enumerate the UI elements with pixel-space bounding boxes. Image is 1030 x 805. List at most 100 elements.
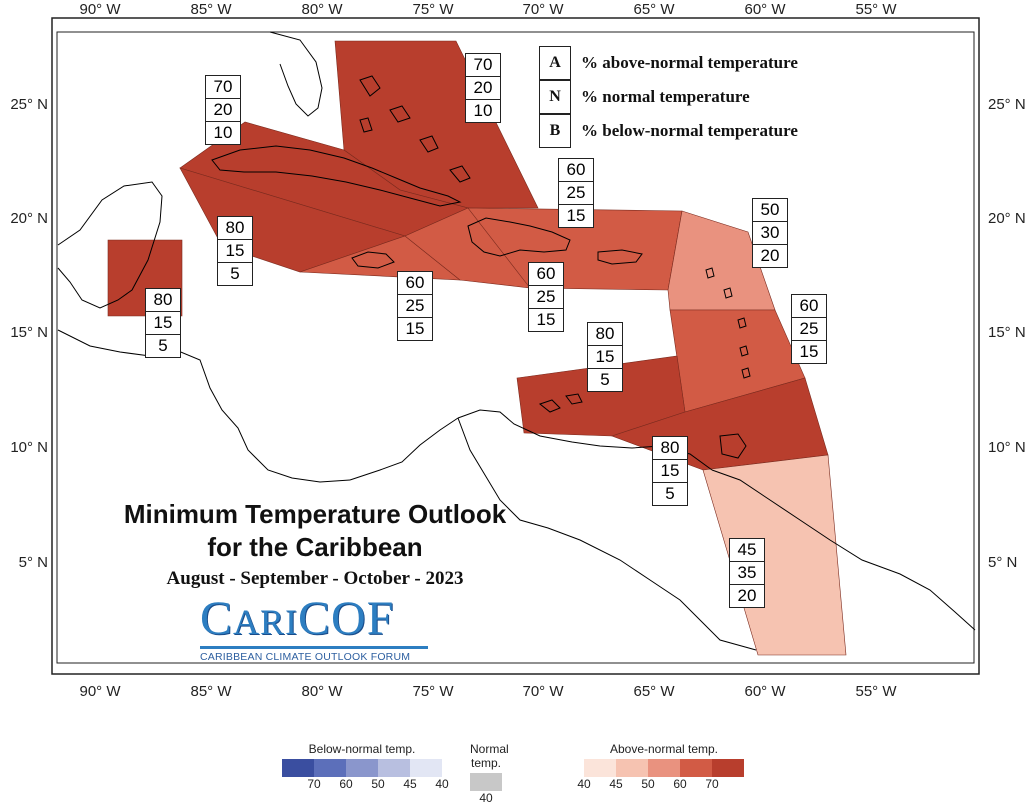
map-subtitle: for the Caribbean bbox=[207, 532, 423, 562]
guianas-coast bbox=[711, 469, 976, 631]
tick-label: 10° N bbox=[988, 439, 1026, 456]
category-key: A % above-normal temperature N % normal … bbox=[539, 46, 798, 148]
prob-above: 60 bbox=[398, 272, 432, 295]
legend-tick: 70 bbox=[307, 777, 321, 791]
prob-below: 15 bbox=[405, 319, 425, 338]
legend-above: Above-normal temp. 40 45 50 60 70 bbox=[577, 742, 744, 791]
forecast-period: August - September - October - 2023 bbox=[166, 568, 464, 589]
key-row-normal: N % normal temperature bbox=[539, 80, 798, 114]
tick-label: 15° N bbox=[10, 324, 48, 341]
prob-above: 60 bbox=[529, 263, 563, 286]
prob-above: 80 bbox=[588, 323, 622, 346]
logo-wordmark: CARICOF bbox=[200, 592, 395, 645]
legend-above-swatches bbox=[584, 759, 744, 777]
prob-below: 15 bbox=[566, 206, 586, 225]
legend-below-ticks: 70 60 50 45 40 bbox=[282, 777, 448, 791]
legend-normal-ticks: 40 bbox=[470, 791, 502, 805]
legend-tick: 70 bbox=[705, 777, 719, 791]
tick-label: 65° W bbox=[633, 683, 675, 700]
legend-tick: 40 bbox=[479, 791, 493, 805]
prob-above: 80 bbox=[146, 289, 180, 312]
logo-subtitle: CARIBBEAN CLIMATE OUTLOOK FORUM bbox=[200, 651, 411, 663]
tick-label: 25° N bbox=[988, 96, 1026, 113]
key-row-above: A % above-normal temperature bbox=[539, 46, 798, 80]
prob-box-hispaniola-south: 60 25 15 bbox=[528, 262, 564, 332]
tick-label: 65° W bbox=[633, 1, 675, 18]
tick-label: 10° N bbox=[10, 439, 48, 456]
legend-swatch bbox=[378, 759, 410, 777]
prob-box-bahamas: 70 20 10 bbox=[465, 53, 501, 123]
legend-tick: 50 bbox=[641, 777, 655, 791]
logo-underline bbox=[200, 646, 428, 649]
legend-swatch bbox=[410, 759, 442, 777]
key-text: % above-normal temperature bbox=[581, 53, 798, 72]
prob-box-guianas: 45 35 20 bbox=[729, 538, 765, 608]
prob-below: 20 bbox=[737, 586, 757, 605]
prob-above: 50 bbox=[753, 199, 787, 222]
prob-box-greater-antilles-east: 60 25 15 bbox=[558, 158, 594, 228]
lon-ticks-bottom: 90° W 85° W 80° W 75° W 70° W 65° W 60° W 55° W bbox=[79, 683, 897, 700]
legend-below-title: Below-normal temp. bbox=[308, 742, 416, 756]
prob-below: 5 bbox=[665, 484, 675, 503]
prob-above: 80 bbox=[218, 217, 252, 240]
florida-coast bbox=[269, 31, 323, 117]
key-row-below: B % below-normal temperature bbox=[539, 114, 798, 148]
prob-above: 60 bbox=[559, 159, 593, 182]
tick-label: 20° N bbox=[988, 210, 1026, 227]
legend-above-title: Above-normal temp. bbox=[609, 742, 719, 756]
legend-tick: 45 bbox=[403, 777, 417, 791]
tick-label: 60° W bbox=[744, 1, 786, 18]
prob-normal: 15 bbox=[653, 460, 687, 483]
tick-label: 60° W bbox=[744, 683, 786, 700]
tick-label: 15° N bbox=[988, 324, 1026, 341]
prob-below: 5 bbox=[230, 264, 240, 283]
colombia-inland bbox=[457, 417, 757, 651]
legend-swatch bbox=[648, 759, 680, 777]
legend-normal-title: Normal temp. bbox=[470, 742, 509, 770]
legend-swatch bbox=[584, 759, 616, 777]
map-inner-frame bbox=[56, 31, 975, 664]
map-title-block: Minimum Temperature Outlook for the Cari… bbox=[90, 498, 540, 590]
tick-label: 5° N bbox=[19, 554, 48, 571]
legend-swatch bbox=[282, 759, 314, 777]
lon-ticks-top: 90° W 85° W 80° W 75° W 70° W 65° W 60° W 55° W bbox=[79, 1, 897, 18]
prob-normal: 35 bbox=[730, 562, 764, 585]
map-frame bbox=[51, 17, 980, 675]
legend-swatch bbox=[314, 759, 346, 777]
prob-below: 10 bbox=[473, 101, 493, 120]
prob-normal: 15 bbox=[218, 240, 252, 263]
key-text: % below-normal temperature bbox=[581, 121, 798, 140]
legend-below: Below-normal temp. 70 60 50 45 40 bbox=[282, 742, 449, 791]
legend-below-swatches bbox=[282, 759, 442, 777]
forecast-regions bbox=[107, 40, 847, 656]
legend-swatch bbox=[616, 759, 648, 777]
prob-normal: 15 bbox=[146, 312, 180, 335]
tick-label: 75° W bbox=[412, 1, 454, 18]
legend-swatch bbox=[680, 759, 712, 777]
prob-normal: 25 bbox=[792, 318, 826, 341]
tick-label: 90° W bbox=[79, 683, 121, 700]
tick-label: 20° N bbox=[10, 210, 48, 227]
prob-normal: 25 bbox=[529, 286, 563, 309]
prob-normal: 15 bbox=[588, 346, 622, 369]
prob-box-cuba-jamaica: 80 15 5 bbox=[217, 216, 253, 286]
hispaniola-island bbox=[467, 217, 571, 257]
jamaica-island bbox=[351, 251, 395, 269]
central-america-coast bbox=[57, 329, 351, 483]
legend-above-ticks: 40 45 50 60 70 bbox=[577, 777, 744, 791]
tick-label: 80° W bbox=[301, 683, 343, 700]
legend-swatch bbox=[712, 759, 744, 777]
legend-swatch bbox=[470, 773, 502, 791]
legend-normal-swatches bbox=[470, 773, 502, 791]
tick-label: 70° W bbox=[522, 1, 564, 18]
prob-box-trinidad: 80 15 5 bbox=[652, 436, 688, 506]
prob-above: 60 bbox=[792, 295, 826, 318]
prob-above: 70 bbox=[466, 54, 500, 77]
prob-below: 5 bbox=[600, 370, 610, 389]
tick-label: 55° W bbox=[855, 1, 897, 18]
prob-box-leeward-islands: 50 30 20 bbox=[752, 198, 788, 268]
prob-above: 70 bbox=[206, 76, 240, 99]
key-letter: A bbox=[539, 46, 571, 80]
trinidad-island bbox=[719, 433, 747, 459]
